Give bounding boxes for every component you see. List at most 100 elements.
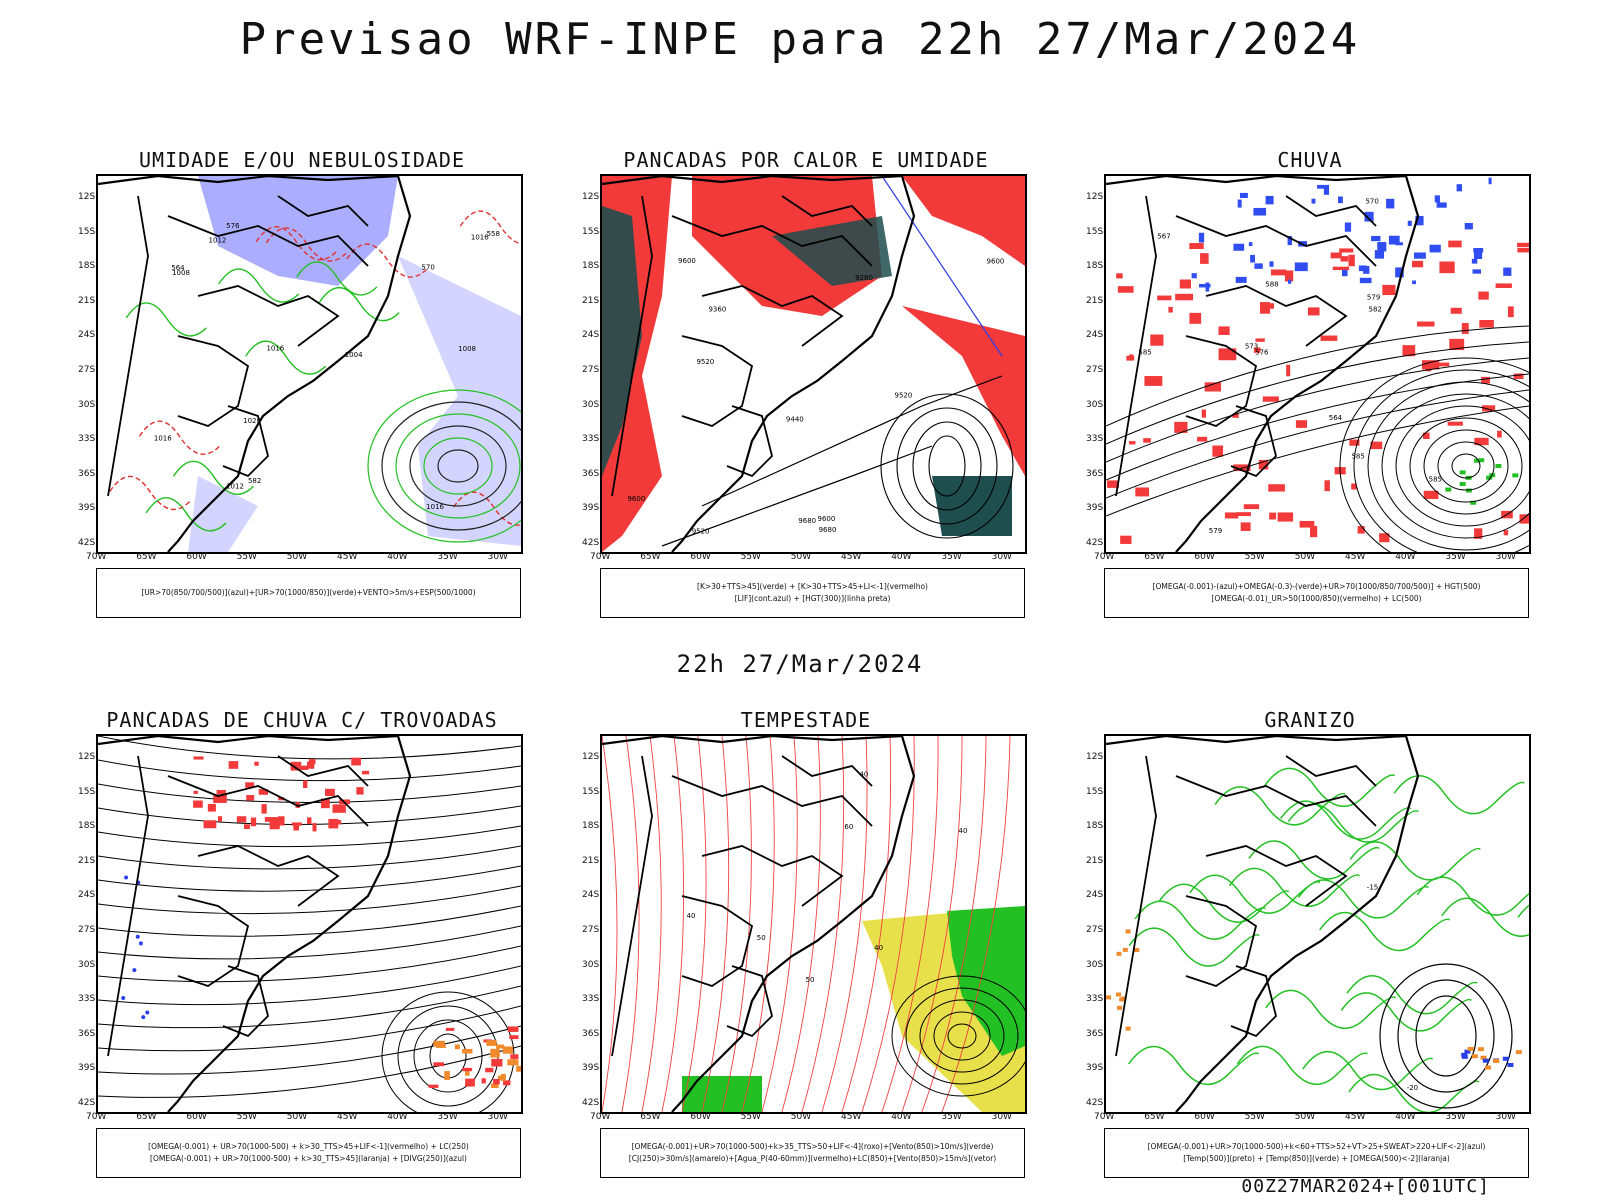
contour-label: 582 [1368,306,1381,314]
panel-legend: [K>30+TTS>45](verde) + [K>30+TTS>45+LI<-… [600,568,1025,618]
lat-tick: 15S [582,786,600,797]
contour-label: 9360 [708,306,726,314]
country-border [726,405,773,478]
lon-tick: 40W [891,552,912,562]
lon-tick: 70W [590,1112,611,1122]
lon-tick: 35W [941,552,962,562]
contour-label: 576 [1255,349,1269,357]
lon-tick: 40W [1395,1112,1416,1122]
country-border [726,965,773,1038]
contour-label: 40 [874,944,883,952]
panel-legend: [UR>70(850/700/500)](azul)+[UR>70(1000/8… [96,568,521,618]
contour-label: 570 [1365,197,1378,205]
contour-label: 567 [1157,232,1170,240]
lat-tick: 12S [1086,752,1104,762]
lon-tick: 55W [1244,1112,1265,1122]
lat-tick: 27S [582,365,600,375]
country-border [177,895,250,987]
contour-label: 9440 [786,415,804,423]
country-border [1175,215,1377,267]
lon-tick: 60W [186,1112,207,1122]
legend-line: [CJ(250)>30m/s](amarelo)+[Agua_P(40-60mm… [628,1154,997,1163]
country-border [1175,775,1377,827]
lat-tick: 24S [582,330,600,341]
lat-tick: 42S [78,538,96,548]
coastline [602,176,916,552]
contour-label: -20 [1407,1084,1418,1092]
lon-tick: 65W [1144,552,1165,562]
contour-label: 9520 [895,392,913,400]
lon-tick: 30W [1495,552,1516,562]
country-border [197,285,340,347]
lon-tick: 55W [740,1112,761,1122]
lat-tick: 21S [582,295,600,306]
lon-tick: 50W [790,552,812,562]
contour-label: 1020 [243,417,261,425]
lat-tick: 27S [78,925,96,935]
contour-label: 1016 [426,503,444,511]
lat-tick: 36S [78,1028,96,1039]
lat-tick: 39S [582,1063,600,1074]
lat-tick: 30S [582,399,600,410]
lon-tick: 65W [640,1112,661,1122]
lat-tick: 33S [1086,994,1104,1005]
contour-label: 9280 [855,274,873,282]
legend-line: [OMEGA(-0.001) + UR>70(1000-500) + k>30_… [148,1142,469,1151]
legend-line: [Temp(500)](preto) + [Temp(850)](verde) … [1183,1154,1450,1163]
contour-label: 585 [1429,475,1442,483]
lon-tick: 45W [337,1112,358,1122]
panel-title: TEMPESTADE [740,708,872,732]
country-border [222,405,269,478]
lat-tick: 15S [78,786,96,797]
lat-tick: 21S [1086,855,1104,866]
country-border [1230,965,1277,1038]
country-border [1115,755,1157,1057]
lat-tick: 21S [582,855,600,866]
lat-tick: 12S [78,192,96,202]
lat-tick: 33S [582,994,600,1005]
lat-tick: 27S [78,365,96,375]
lon-tick: 40W [387,552,408,562]
contour-label: 1008 [172,269,190,277]
lat-tick: 12S [582,752,600,762]
lat-tick: 15S [1086,226,1104,237]
lon-tick: 60W [1194,552,1215,562]
lat-tick: 33S [78,434,96,445]
country-border [167,215,369,267]
lat-tick: 18S [582,821,600,832]
lat-tick: 39S [1086,503,1104,514]
contour-label: 1016 [154,434,172,442]
panel-tempestade: TEMPESTADE 50 40 40 40 60 50 40 12S 15S 18S 21S 24S 2… [582,708,1027,1188]
contour-label: 564 [171,264,185,272]
country-border [1205,845,1348,907]
contour-label: 40 [859,771,868,779]
country-border [1285,195,1377,227]
panel-title: PANCADAS DE CHUVA C/ TROVOADAS [106,708,498,732]
contour-label: 582 [248,477,261,485]
contour-label: 588 [1265,280,1278,288]
lon-tick: 60W [690,552,711,562]
lat-tick: 12S [1086,192,1104,202]
lat-tick: 27S [1086,365,1104,375]
lon-tick: 65W [136,1112,157,1122]
country-border [177,335,250,427]
contour-label: 9520 [692,528,710,536]
legend-line: [OMEGA(-0.01)_UR>50(1000/850)(vermelho) … [1211,594,1422,603]
contour-label: 1004 [345,351,363,359]
lat-tick: 21S [1086,295,1104,306]
lon-tick: 70W [590,552,611,562]
lat-tick: 24S [582,890,600,901]
coastline [98,176,412,552]
panel-title: GRANIZO [1264,708,1356,732]
lat-tick: 12S [78,752,96,762]
country-border [1185,895,1258,987]
contour-label: 585 [1138,349,1151,357]
contour-label: 585 [1351,453,1364,461]
panel-legend: [OMEGA(-0.001)+UR>70(1000-500)+k>35_TTS>… [600,1128,1025,1178]
lon-tick: 45W [1345,552,1366,562]
lon-tick: 35W [437,1112,458,1122]
map-area [96,734,523,1114]
lat-tick: 33S [1086,434,1104,445]
country-border [781,755,873,787]
